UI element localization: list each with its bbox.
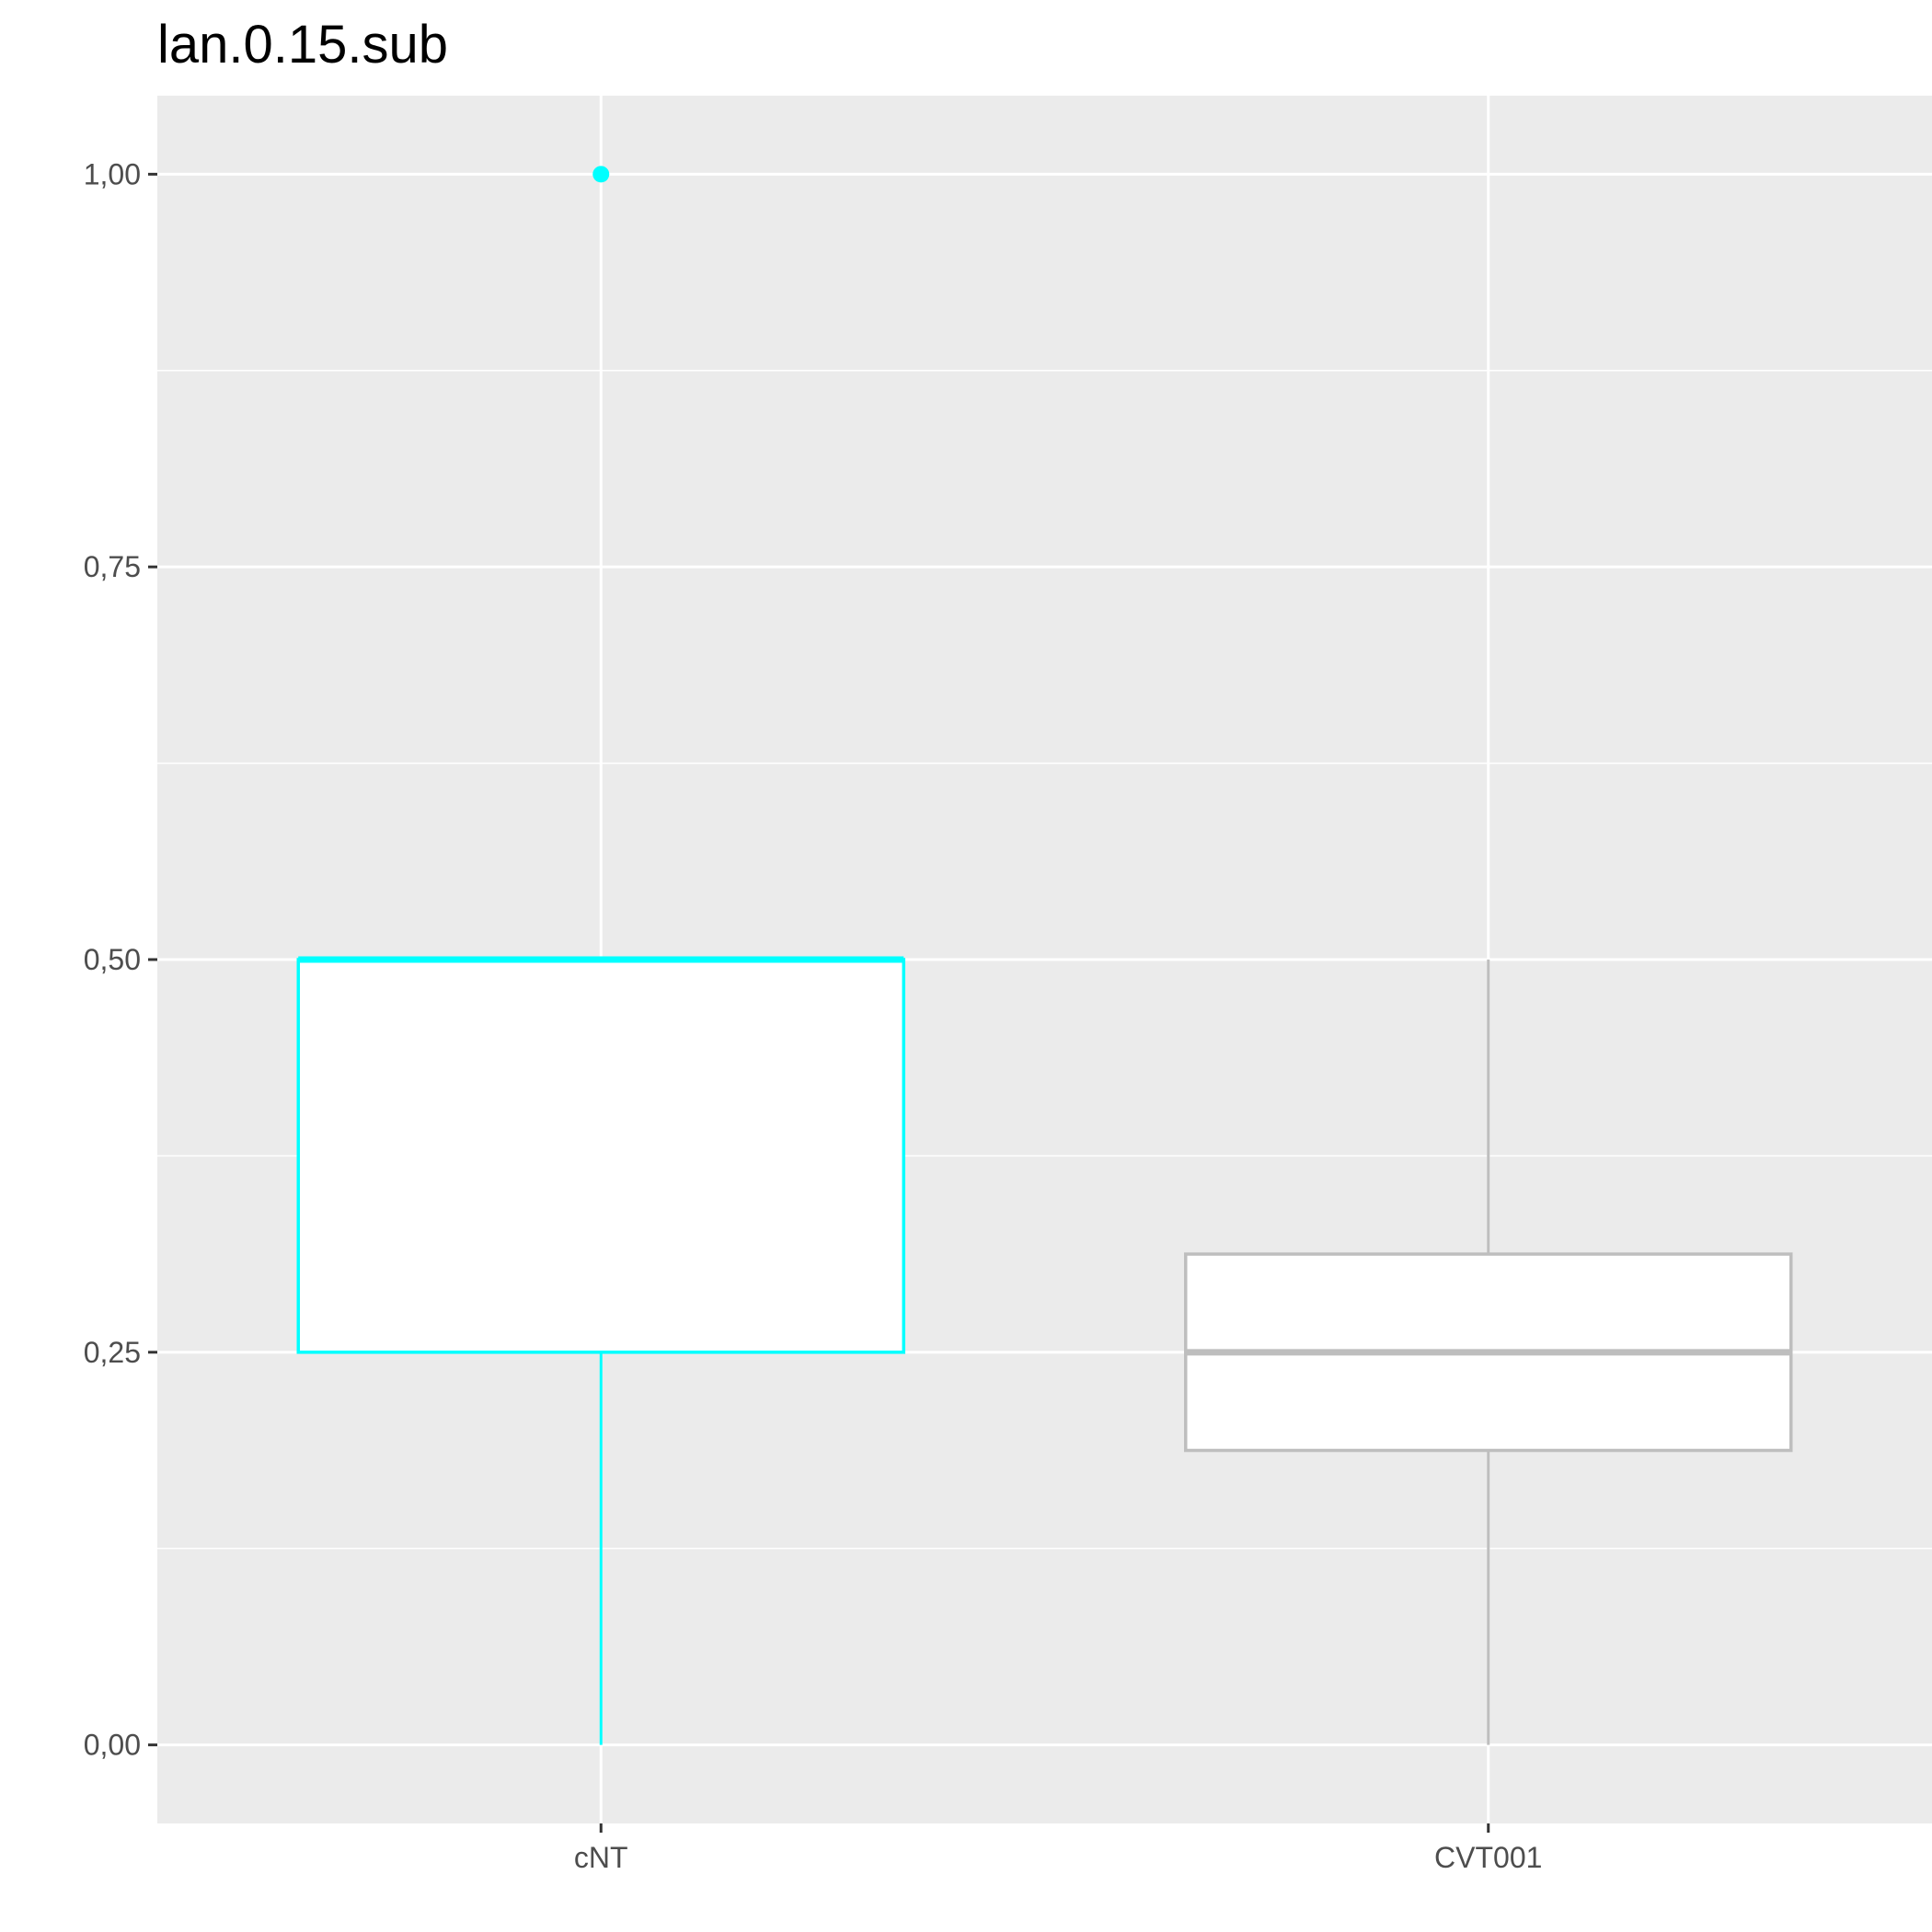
chart-title: lan.0.15.sub (157, 15, 448, 75)
boxplots (296, 166, 1793, 1745)
x-tick-label: cNT (574, 1841, 628, 1874)
y-tick-label: 0,75 (84, 550, 141, 583)
y-axis: 0,00 0,25 0,50 0,75 1,00 (84, 157, 157, 1762)
outlier-point (592, 166, 610, 183)
x-axis: cNT CVT001 (574, 1823, 1542, 1874)
boxplot-cNT (296, 166, 905, 1745)
x-tick-label: CVT001 (1434, 1841, 1542, 1874)
y-tick-label: 0,50 (84, 943, 141, 976)
y-tick-label: 0,00 (84, 1729, 141, 1762)
y-tick-label: 0,25 (84, 1336, 141, 1369)
boxplot-CVT001 (1184, 960, 1793, 1745)
y-tick-label: 1,00 (84, 157, 141, 190)
box-iqr (296, 958, 905, 1354)
